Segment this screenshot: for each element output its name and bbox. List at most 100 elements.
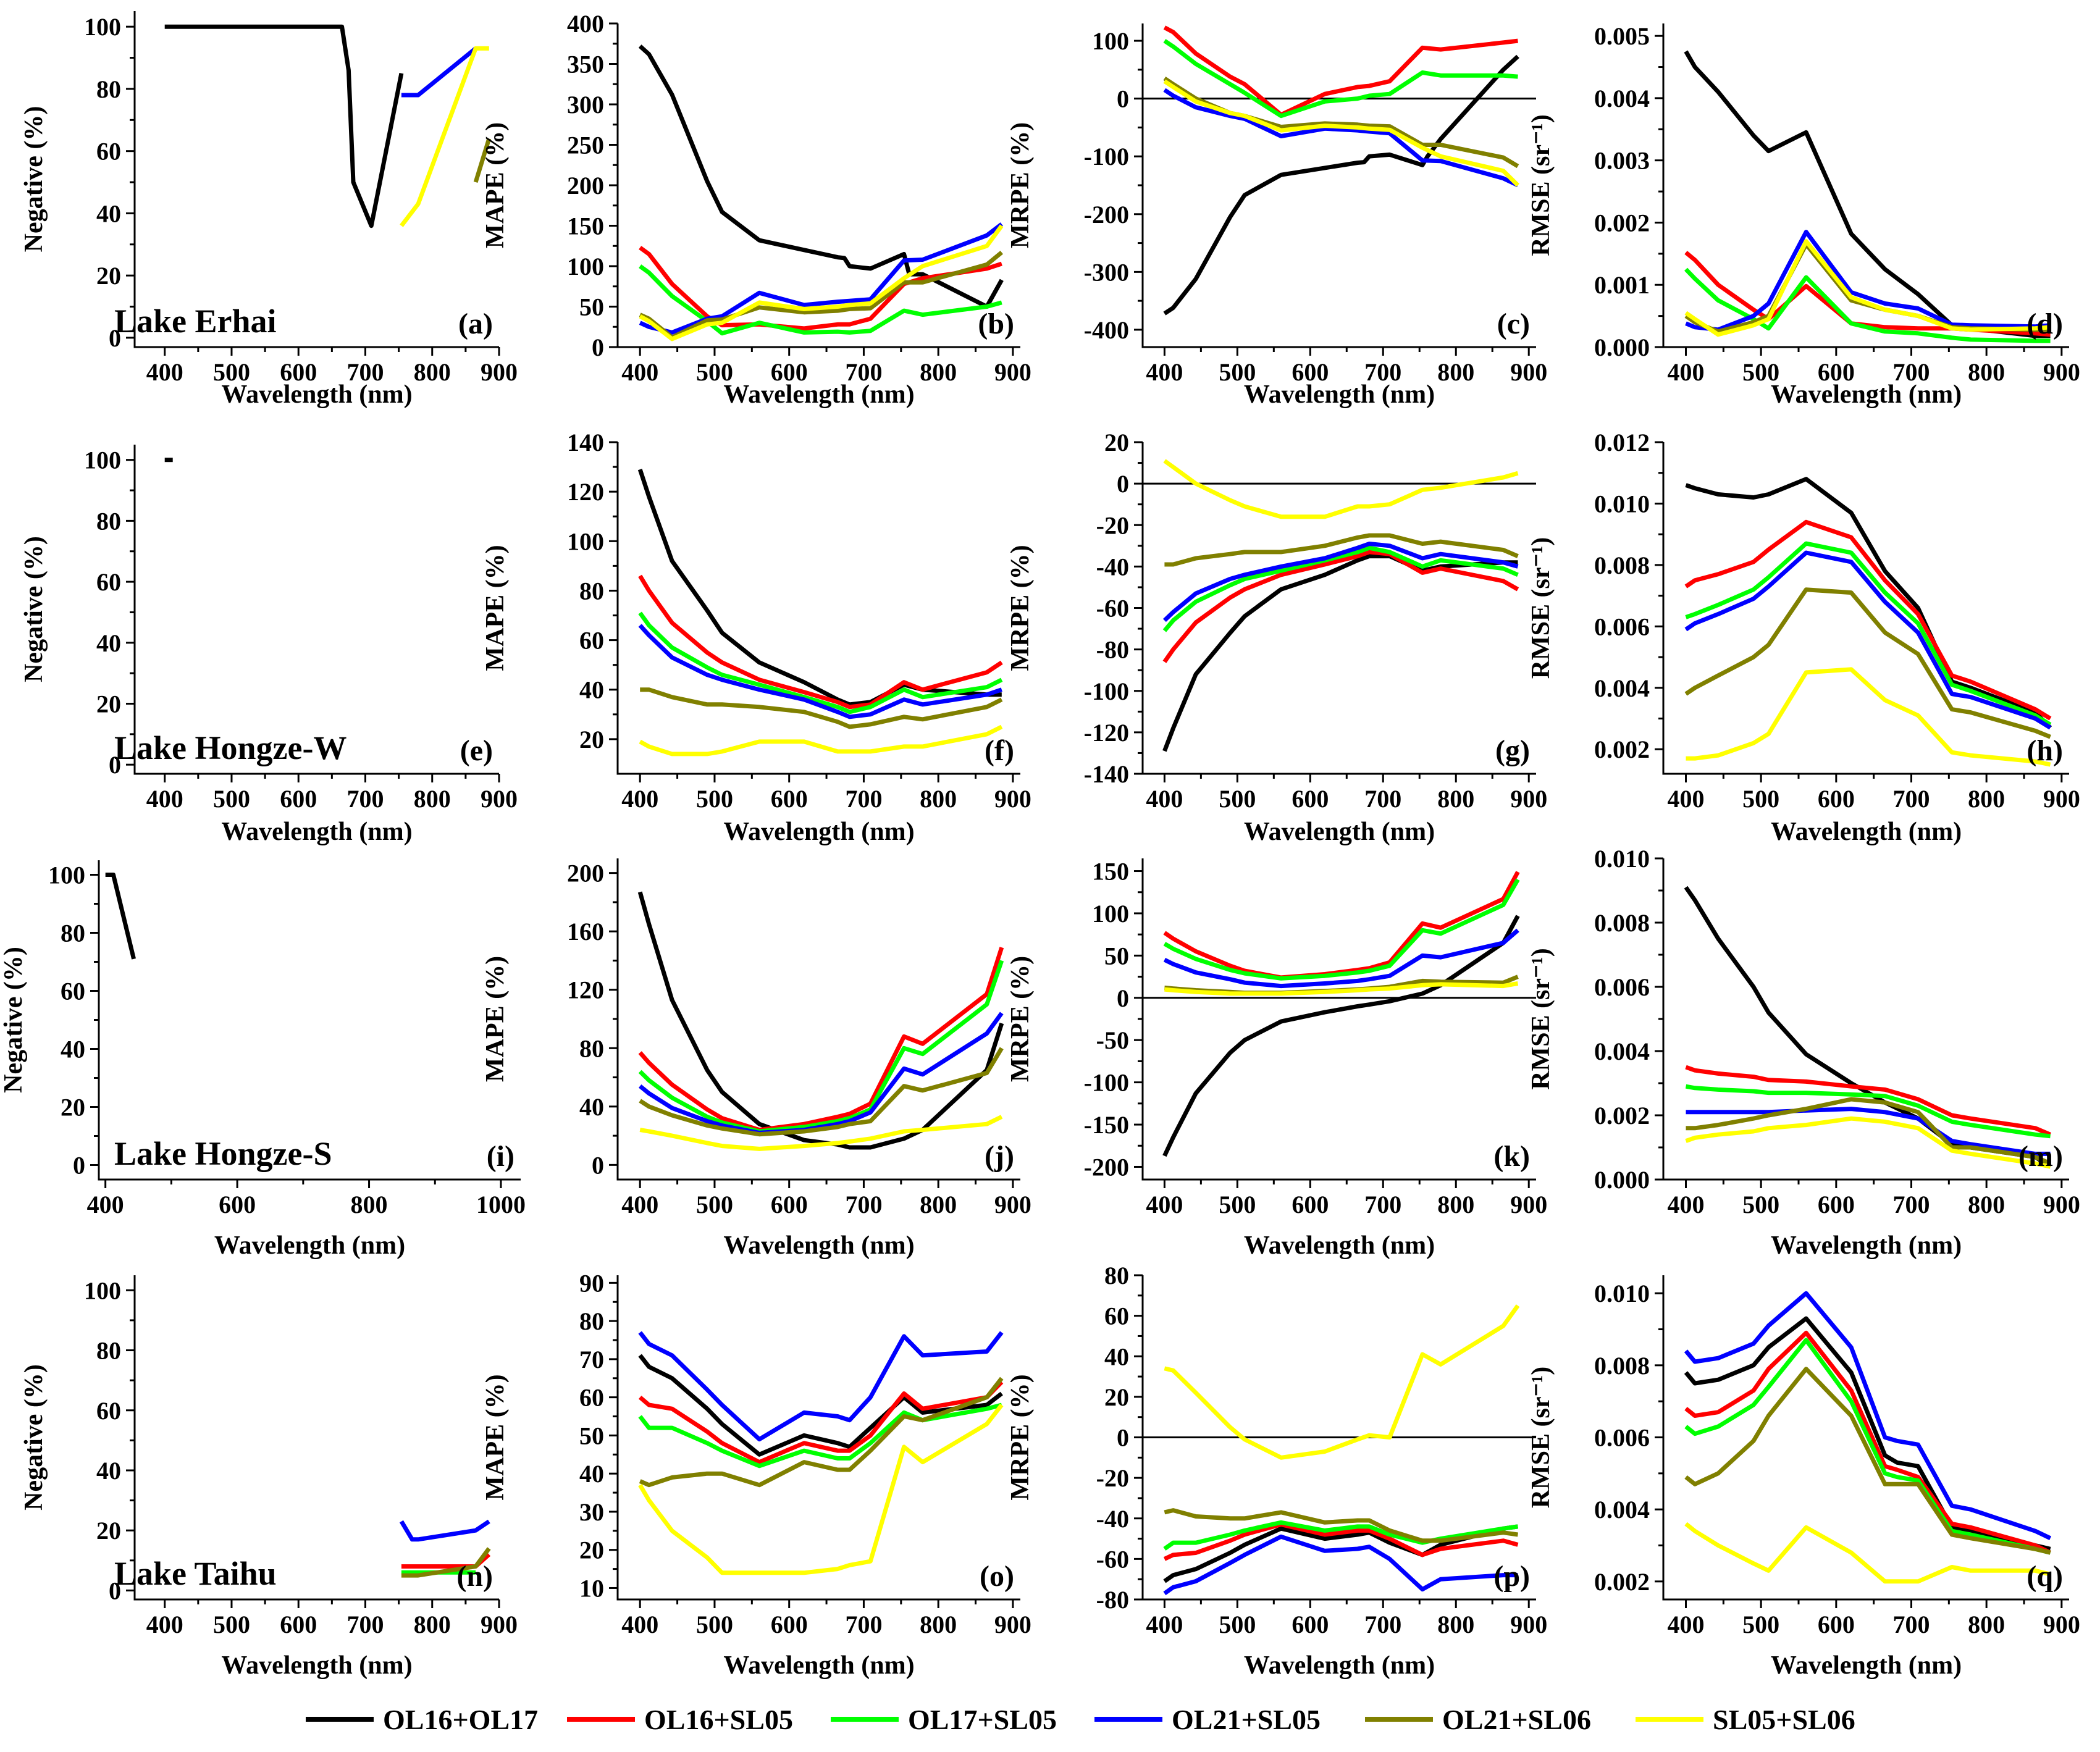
y-tick-label: 80 xyxy=(579,1034,604,1062)
series-line-OL21+SL05 xyxy=(1163,928,1519,989)
y-tick-label: 40 xyxy=(579,1460,604,1488)
x-tick-label: 900 xyxy=(994,1611,1031,1638)
series-line-OL21+SL06 xyxy=(1686,1097,2051,1166)
x-tick-label: 600 xyxy=(280,1611,317,1638)
x-tick-label: 600 xyxy=(1818,1191,1855,1218)
y-axis-label: MAPE (%) xyxy=(481,956,510,1082)
y-tick-label: 0 xyxy=(1117,984,1129,1012)
series-line-OL16+OL17 xyxy=(164,24,404,228)
x-tick-label: 700 xyxy=(845,785,882,813)
x-tick-label: 500 xyxy=(1219,358,1256,386)
x-tick-label: 900 xyxy=(994,1191,1031,1218)
series-line-OL21+SL05 xyxy=(1163,88,1519,188)
y-tick-label: 0.010 xyxy=(1594,845,1650,873)
panel-p: 400 500 600 700 800 900 -80 -60 -40 -20 0 20 40 60 80 W… xyxy=(1006,1262,1547,1680)
y-tick-label: 100 xyxy=(567,527,604,555)
legend-item: OL16+SL05 xyxy=(567,1704,793,1735)
y-tick-label: 80 xyxy=(579,577,604,605)
y-tick-label: 60 xyxy=(1104,1302,1129,1330)
x-tick-label: 500 xyxy=(1742,358,1779,386)
series-line-OL16+OL17 xyxy=(1684,1316,2051,1551)
series-line-OL21+SL05 xyxy=(1686,1107,2051,1156)
x-tick-label: 800 xyxy=(920,785,957,813)
y-tick-label: 300 xyxy=(567,91,604,119)
y-tick-label: -200 xyxy=(1084,201,1129,228)
x-tick-label: 600 xyxy=(219,1191,256,1218)
y-tick-label: 0.004 xyxy=(1594,85,1650,112)
x-tick-label: 500 xyxy=(1742,1611,1779,1638)
series-line-OL16+SL05 xyxy=(1163,1522,1519,1561)
series-line-SL05+SL06 xyxy=(638,1403,1004,1575)
x-tick-label: 400 xyxy=(87,1191,124,1218)
x-axis-label: Wavelength (nm) xyxy=(221,818,412,846)
x-axis-label: Wavelength (nm) xyxy=(214,1231,405,1260)
series-line-OL21+SL06 xyxy=(1684,587,2051,739)
series-line-OL21+SL05 xyxy=(1163,1534,1518,1596)
x-axis-label: Wavelength (nm) xyxy=(1771,380,1962,409)
x-tick-label: 700 xyxy=(346,358,384,386)
x-axis-label: Wavelength (nm) xyxy=(221,380,412,409)
x-tick-label: 500 xyxy=(1219,1191,1256,1218)
y-tick-label: 100 xyxy=(1092,900,1129,928)
y-tick-label: 60 xyxy=(96,568,121,596)
y-tick-label: 0 xyxy=(73,1152,85,1180)
y-tick-label: -20 xyxy=(1096,1464,1129,1492)
y-axis-label: Negative (%) xyxy=(20,536,48,682)
x-tick-label: 800 xyxy=(1437,358,1474,386)
y-tick-label: 0.000 xyxy=(1594,1166,1650,1194)
y-tick-label: 0.008 xyxy=(1594,1352,1650,1380)
y-tick-label: 40 xyxy=(61,1036,85,1063)
series-line-OL21+SL06 xyxy=(639,1377,1004,1488)
y-axis-label: MRPE (%) xyxy=(1006,956,1035,1082)
y-tick-label: 100 xyxy=(1092,27,1129,55)
series-line-OL16+OL17 xyxy=(1684,886,2052,1169)
y-tick-label: 0.010 xyxy=(1594,1280,1650,1307)
x-tick-label: 800 xyxy=(1437,785,1474,813)
y-tick-label: -150 xyxy=(1084,1111,1129,1139)
x-tick-label: 700 xyxy=(346,1611,384,1638)
y-tick-label: 20 xyxy=(1104,429,1129,456)
series-line-OL17+SL05 xyxy=(1684,267,2051,343)
series-line-OL21+SL05 xyxy=(638,1012,1004,1135)
panel-label: (c) xyxy=(1497,308,1530,340)
y-tick-label: 150 xyxy=(1092,858,1129,886)
x-tick-label: 800 xyxy=(414,1611,451,1638)
x-tick-label: 800 xyxy=(1437,1611,1474,1638)
y-tick-label: 0.002 xyxy=(1594,736,1650,763)
y-tick-label: -300 xyxy=(1084,258,1129,286)
y-axis-label: MRPE (%) xyxy=(1006,122,1035,248)
panel-label: (p) xyxy=(1493,1560,1530,1593)
y-tick-label: 0.004 xyxy=(1594,674,1650,702)
x-tick-label: 500 xyxy=(1742,785,1779,813)
x-tick-label: 900 xyxy=(2043,1191,2080,1218)
y-tick-label: 100 xyxy=(84,446,121,474)
panel-label: (a) xyxy=(458,308,493,340)
series-line-OL21+SL05 xyxy=(1684,1291,2052,1540)
x-tick-label: 600 xyxy=(771,785,808,813)
y-tick-label: 0.005 xyxy=(1594,22,1650,50)
legend-item: OL21+SL06 xyxy=(1365,1704,1591,1735)
series-line-OL17+SL05 xyxy=(638,960,1004,1134)
lake-label: Lake Hongze-W xyxy=(114,729,346,766)
y-tick-label: 40 xyxy=(96,629,121,657)
panel-label: (h) xyxy=(2026,734,2063,767)
y-tick-label: 0.002 xyxy=(1594,1102,1650,1130)
y-tick-label: 400 xyxy=(567,10,604,38)
legend-label: OL17+SL05 xyxy=(908,1704,1057,1735)
y-tick-label: 0 xyxy=(592,1151,604,1179)
panel-f: 400 500 600 700 800 900 20 40 60 80 100 120 140 Wavel… xyxy=(481,429,1031,846)
y-tick-label: 80 xyxy=(96,507,121,535)
x-tick-label: 400 xyxy=(146,785,183,813)
x-tick-label: 600 xyxy=(1818,1611,1855,1638)
y-tick-label: 0.001 xyxy=(1594,271,1650,299)
x-axis-label: Wavelength (nm) xyxy=(723,818,914,846)
legend-label: OL16+OL17 xyxy=(383,1704,538,1735)
panel-j: 400 500 600 700 800 900 0 40 80 120 160 200 Waveleng… xyxy=(481,858,1031,1260)
y-tick-label: 100 xyxy=(567,253,604,280)
series-line-OL21+SL05 xyxy=(1685,230,2051,332)
x-tick-label: 500 xyxy=(696,785,733,813)
x-tick-label: 500 xyxy=(696,1191,733,1218)
x-tick-label: 1000 xyxy=(476,1191,526,1218)
panel-k: 400 500 600 700 800 900 -200 -150 -100 -50 0 50 100 1… xyxy=(1006,858,1547,1260)
series-line-SL05+SL06 xyxy=(1685,1116,2051,1169)
